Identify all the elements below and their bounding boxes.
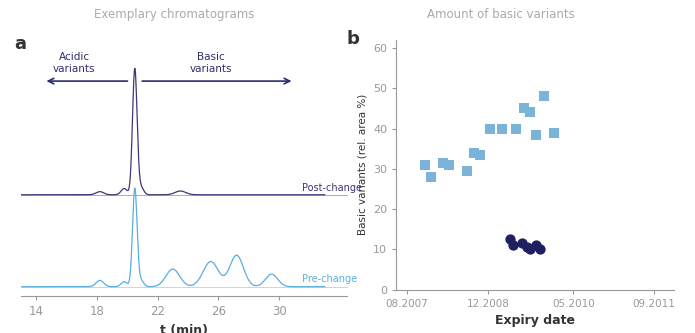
Point [484, 126, 496, 131]
Point [474, 152, 485, 158]
X-axis label: t (min): t (min) [160, 324, 208, 333]
Point [525, 247, 536, 252]
Point [496, 126, 507, 131]
Point [462, 168, 473, 173]
Point [534, 247, 546, 252]
Point [522, 245, 533, 250]
Point [539, 94, 550, 99]
Point [518, 106, 530, 111]
Text: a: a [15, 35, 26, 53]
Point [510, 126, 521, 131]
X-axis label: Expiry date: Expiry date [495, 314, 575, 327]
Y-axis label: Basic variants (rel. area %): Basic variants (rel. area %) [357, 94, 368, 235]
Point [419, 162, 430, 167]
Point [549, 130, 560, 135]
Point [516, 241, 528, 246]
Point [504, 237, 515, 242]
Point [507, 243, 518, 248]
Point [437, 160, 448, 166]
Point [531, 132, 542, 137]
Point [525, 110, 536, 115]
Text: Acidic
variants: Acidic variants [53, 52, 95, 74]
Point [425, 174, 436, 179]
Text: b: b [346, 30, 359, 48]
Point [531, 243, 542, 248]
Text: Amount of basic variants: Amount of basic variants [427, 8, 574, 22]
Text: Exemplary chromatograms: Exemplary chromatograms [94, 8, 254, 22]
Text: Pre-change: Pre-change [302, 274, 357, 284]
Text: Basic
variants: Basic variants [190, 52, 232, 74]
Text: Post-change: Post-change [302, 182, 362, 192]
Point [468, 150, 479, 156]
Point [443, 162, 455, 167]
